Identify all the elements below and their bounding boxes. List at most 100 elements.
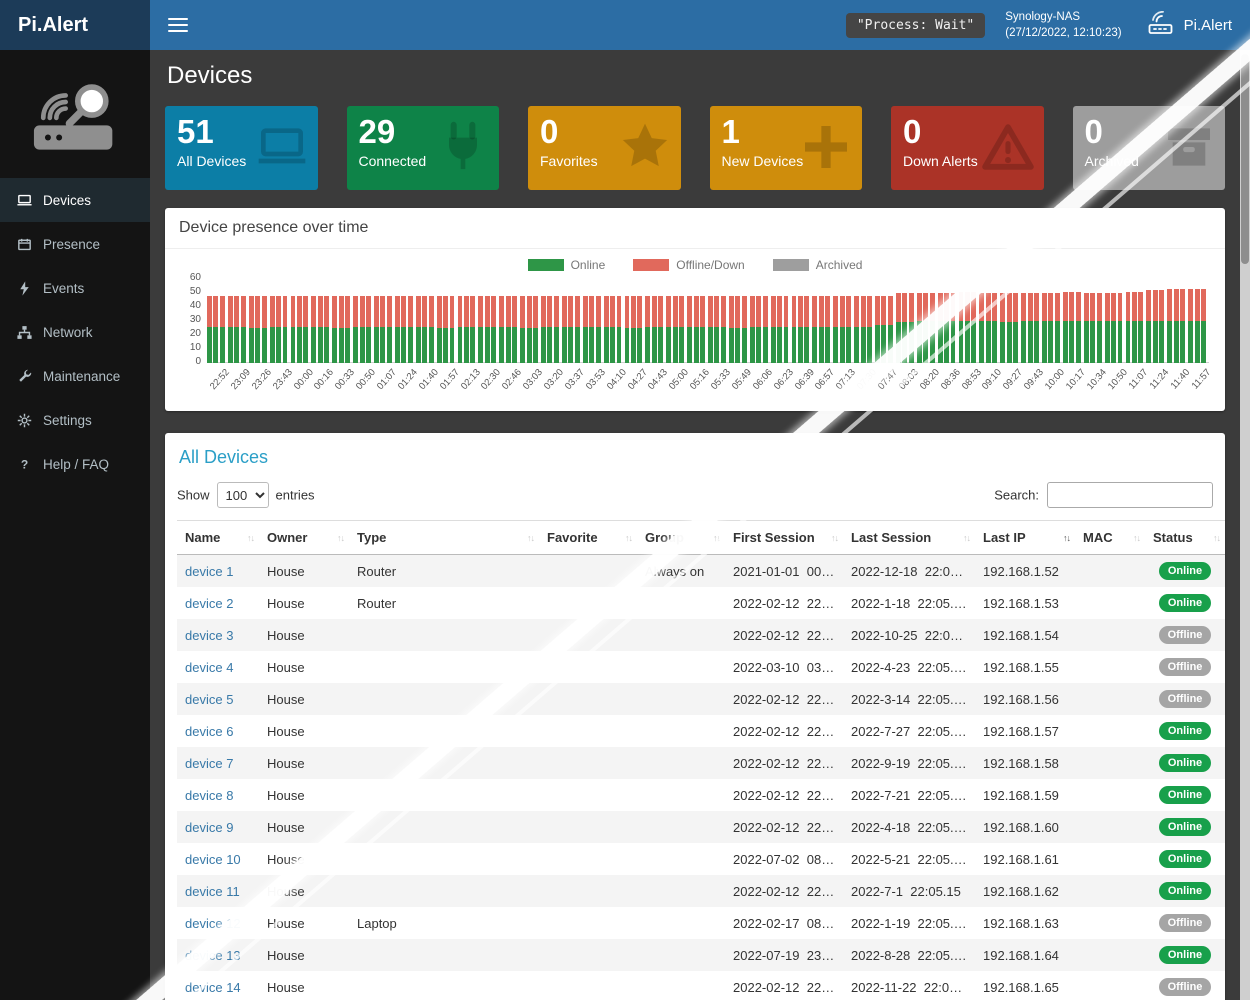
device-link[interactable]: device 4 xyxy=(185,659,234,675)
sidebar-item-label: Devices xyxy=(43,192,92,208)
device-link[interactable]: device 2 xyxy=(185,595,234,611)
chart-bar-group xyxy=(457,279,479,363)
legend-item-offline-down[interactable]: Offline/Down xyxy=(633,258,745,272)
cell-type xyxy=(349,779,539,811)
cell-type: Laptop xyxy=(357,915,397,931)
scrollbar-thumb[interactable] xyxy=(1241,54,1249,264)
legend-swatch xyxy=(633,259,670,271)
column-header-type[interactable]: Type ↑↓ xyxy=(349,520,539,555)
cell-owner: House xyxy=(267,787,305,803)
sidebar-item-label: Help / FAQ xyxy=(43,456,110,472)
calendar-icon xyxy=(16,236,33,253)
chart-title: Device presence over time xyxy=(165,208,1225,249)
cell-last-session: 2022-4-18 22:05.48 xyxy=(851,819,969,835)
cell-group xyxy=(637,779,725,811)
search-input[interactable] xyxy=(1047,482,1213,508)
device-link[interactable]: device 7 xyxy=(185,755,234,771)
cell-name: device 9 xyxy=(177,811,259,843)
cell-type xyxy=(349,971,539,1000)
cell-name: device 8 xyxy=(177,779,259,811)
status-badge-online: Online xyxy=(1159,722,1211,740)
chart-bar-group xyxy=(895,279,917,363)
chart-bar-group xyxy=(833,279,854,363)
table-row: device 12 House Laptop 2022-02-17 08:05 2022… xyxy=(177,907,1225,939)
cell-status: Online xyxy=(1145,747,1225,779)
navbar-brand-right[interactable]: Pi.Alert xyxy=(1146,10,1236,40)
chart-bar-group xyxy=(374,279,395,363)
cell-status: Offline xyxy=(1145,619,1225,651)
sidebar-item-network[interactable]: Network xyxy=(0,310,150,354)
cell-last-session: 2022-1-18 22:05.34 xyxy=(851,595,969,611)
summary-card-archived[interactable]: 0 Archived xyxy=(1072,106,1225,190)
cell-group xyxy=(637,875,725,907)
sidebar-item-help-faq[interactable]: ? Help / FAQ xyxy=(0,442,150,486)
app-logo[interactable]: Pi.Alert xyxy=(0,0,150,50)
sidebar-item-devices[interactable]: Devices xyxy=(0,178,150,222)
device-link[interactable]: device 13 xyxy=(185,947,241,963)
device-link[interactable]: device 14 xyxy=(185,979,241,995)
device-link[interactable]: device 3 xyxy=(185,627,234,643)
chart-bar-group xyxy=(290,279,312,363)
table-row: device 6 House 2022-02-12 22:05 2022-7-27 2… xyxy=(177,715,1225,747)
column-header-favorite[interactable]: Favorite ↑↓ xyxy=(539,520,637,555)
cell-mac xyxy=(1075,971,1145,1000)
y-axis-label: 0 xyxy=(195,356,201,367)
cell-last-ip: 192.168.1.57 xyxy=(983,723,1059,739)
chart-bar-group xyxy=(812,279,833,363)
table-row: device 2 House Router 2022-02-12 22:05 2022-… xyxy=(177,587,1225,619)
top-navbar: Pi.Alert "Process: Wait" Synology-NAS (2… xyxy=(0,0,1250,50)
device-link[interactable]: device 10 xyxy=(185,851,241,867)
legend-item-archived[interactable]: Archived xyxy=(772,258,862,272)
cell-status: Online xyxy=(1145,715,1225,747)
column-header-name[interactable]: Name ↑↓ xyxy=(177,520,259,555)
summary-card-down-alerts[interactable]: 0 Down Alerts xyxy=(891,106,1044,190)
legend-item-online[interactable]: Online xyxy=(527,258,605,272)
chart-bar-group xyxy=(227,279,249,363)
sidebar-item-maintenance[interactable]: Maintenance xyxy=(0,354,150,398)
sidebar-item-presence[interactable]: Presence xyxy=(0,222,150,266)
device-link[interactable]: device 11 xyxy=(185,883,240,899)
device-link[interactable]: device 12 xyxy=(185,915,241,931)
cell-status: Online xyxy=(1145,875,1225,907)
column-header-owner[interactable]: Owner ↑↓ xyxy=(259,520,349,555)
chart-bar-group xyxy=(1021,279,1042,363)
chart-bar-group xyxy=(478,279,499,363)
sidebar-menu: Devices Presence Events Network Maintenance S… xyxy=(0,178,150,486)
column-header-first-session[interactable]: First Session ↑↓ xyxy=(725,520,843,555)
chart-bar-group xyxy=(666,279,687,363)
summary-card-connected[interactable]: 29 Connected xyxy=(346,106,499,190)
device-link[interactable]: device 1 xyxy=(185,563,234,579)
column-header-status[interactable]: Status ↑↓ xyxy=(1145,520,1225,555)
summary-card-favorites[interactable]: 0 Favorites xyxy=(528,106,681,190)
sort-icon: ↑↓ xyxy=(247,532,255,543)
vertical-scrollbar[interactable] xyxy=(1240,50,1250,1000)
cell-last-session: 2022-4-23 22:05.49 xyxy=(851,659,969,675)
page-length-select[interactable]: 100 xyxy=(216,482,269,508)
chart-legend: Online Offline/Down Archived xyxy=(165,249,1225,275)
status-badge-online: Online xyxy=(1159,882,1211,900)
summary-card-all-devices[interactable]: 51 All Devices xyxy=(165,106,318,190)
device-link[interactable]: device 9 xyxy=(185,819,234,835)
cell-favorite xyxy=(539,587,637,619)
column-header-last-session[interactable]: Last Session ↑↓ xyxy=(843,520,975,555)
summary-card-new-devices[interactable]: 1 New Devices xyxy=(709,106,862,190)
cell-favorite xyxy=(539,747,637,779)
cell-last-ip: 192.168.1.58 xyxy=(983,755,1059,771)
sidebar-item-settings[interactable]: Settings xyxy=(0,398,150,442)
chart-bar-group xyxy=(875,279,896,363)
device-link[interactable]: device 6 xyxy=(185,723,234,739)
column-header-last-ip[interactable]: Last IP ↑↓ xyxy=(975,520,1075,555)
chart-bar-group xyxy=(1188,279,1209,363)
table-row: device 1 House Router Always on 2021-01-01 0… xyxy=(177,554,1225,587)
hamburger-icon[interactable] xyxy=(168,18,188,32)
sidebar-item-events[interactable]: Events xyxy=(0,266,150,310)
cell-name: device 12 xyxy=(177,907,259,939)
column-header-mac[interactable]: MAC ↑↓ xyxy=(1075,520,1145,555)
cell-favorite xyxy=(539,811,637,843)
column-header-group[interactable]: Group ↑↓ xyxy=(637,520,725,555)
device-link[interactable]: device 8 xyxy=(185,787,234,803)
device-link[interactable]: device 5 xyxy=(185,691,234,707)
cell-type: Router xyxy=(357,563,397,579)
cell-last-ip: 192.168.1.53 xyxy=(983,595,1059,611)
sidebar-item-label: Settings xyxy=(43,412,92,428)
